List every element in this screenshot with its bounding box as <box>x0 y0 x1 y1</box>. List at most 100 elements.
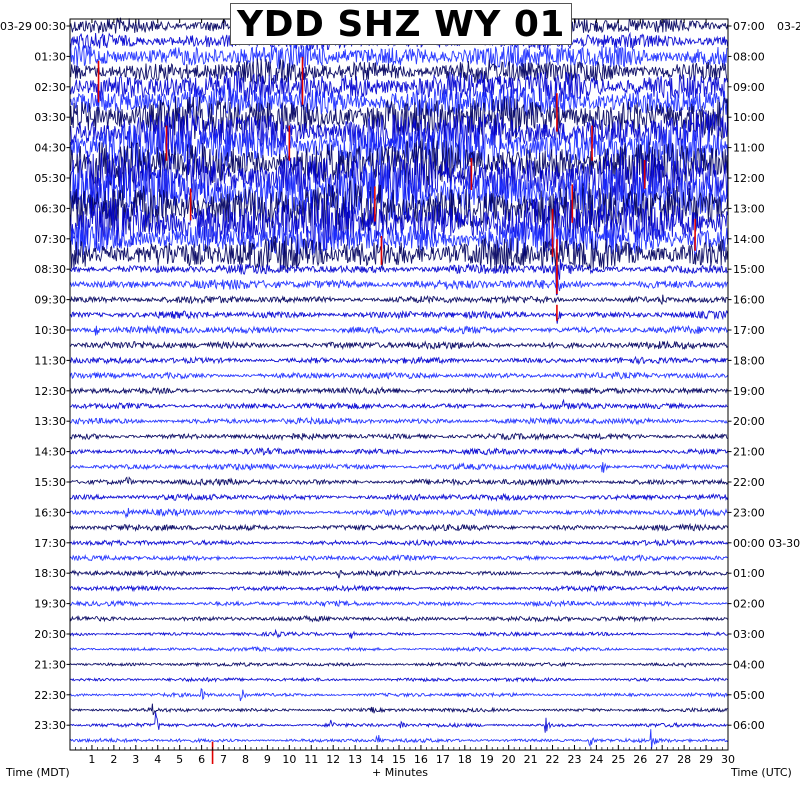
left-hour-label: 05:30 <box>34 172 66 185</box>
left-hour-label: 20:30 <box>34 628 66 641</box>
left-hour-label: 22:30 <box>34 689 66 702</box>
x-tick-label: 13 <box>348 753 362 766</box>
trace-line-33 <box>69 522 729 532</box>
trace-line-23 <box>69 371 728 380</box>
right-hour-label: 23:00 <box>733 506 765 519</box>
left-hour-label: 09:30 <box>34 294 66 307</box>
right-hour-label: 19:00 <box>733 385 765 398</box>
right-hour-label: 12:00 <box>733 172 765 185</box>
trace-line-31 <box>69 492 729 502</box>
left-hour-label: 07:30 <box>34 233 66 246</box>
trace-line-17 <box>69 272 729 292</box>
right-hour-label: 14:00 <box>733 233 765 246</box>
right-hour-label: 00:00 03-30 <box>733 537 800 550</box>
right-hour-label: 18:00 <box>733 354 765 367</box>
axis-labels: 1 2 3 4 5 6 7 8 9 10 11 12 13 14 15 16 17 18 19 20 21 22 23 24 2… <box>34 20 800 766</box>
left-hour-label: 03:30 <box>34 111 66 124</box>
x-tick-label: 19 <box>480 753 494 766</box>
x-tick-label: 14 <box>370 753 384 766</box>
right-hour-label: 05:00 <box>733 689 765 702</box>
trace-line-43 <box>69 676 728 683</box>
x-tick-label: 10 <box>282 753 296 766</box>
left-hour-label: 10:30 <box>34 324 66 337</box>
x-tick-label: 7 <box>220 753 227 766</box>
right-hour-label: 20:00 <box>733 415 765 428</box>
trace-line-27 <box>69 432 728 441</box>
right-hour-label: 11:00 <box>733 142 765 155</box>
right-hour-label: 15:00 <box>733 263 765 276</box>
left-hour-label: 04:30 <box>34 142 66 155</box>
trace-line-2 <box>69 43 728 70</box>
x-tick-label: 2 <box>110 753 117 766</box>
trace-line-9 <box>69 138 729 188</box>
x-tick-label: 4 <box>154 753 161 766</box>
left-hour-label: 11:30 <box>34 354 66 367</box>
x-axis-label: + Minutes <box>372 766 429 779</box>
left-hour-label: 16:30 <box>34 506 66 519</box>
left-hour-label: 06:30 <box>34 202 66 215</box>
x-tick-label: 1 <box>88 753 95 766</box>
left-hour-label: 00:30 <box>34 20 66 33</box>
x-tick-label: 12 <box>326 753 340 766</box>
right-hour-label: 03:00 <box>733 628 765 641</box>
trace-line-46 <box>70 712 728 733</box>
x-tick-label: 11 <box>304 753 318 766</box>
x-tick-label: 22 <box>546 753 560 766</box>
right-axis-label: Time (UTC) <box>731 766 792 779</box>
trace-line-32 <box>69 507 728 519</box>
x-tick-label: 18 <box>458 753 472 766</box>
x-tick-label: 6 <box>198 753 205 766</box>
trace-line-15 <box>69 236 729 272</box>
right-hour-label: 21:00 <box>733 446 765 459</box>
x-tick-label: 17 <box>436 753 450 766</box>
trace-line-19 <box>69 309 729 324</box>
trace-line-37 <box>69 584 728 593</box>
trace-line-25 <box>69 398 728 411</box>
left-hour-label: 17:30 <box>34 537 66 550</box>
trace-line-21 <box>69 340 728 350</box>
trace-line-47 <box>69 729 728 750</box>
right-hour-label: 10:00 <box>733 111 765 124</box>
trace-line-30 <box>69 476 728 487</box>
trace-line-28 <box>69 447 729 456</box>
x-tick-label: 8 <box>242 753 249 766</box>
x-tick-label: 20 <box>502 753 516 766</box>
left-hour-label: 12:30 <box>34 385 66 398</box>
x-tick-label: 16 <box>414 753 428 766</box>
x-tick-label: 25 <box>611 753 625 766</box>
trace-line-38 <box>69 599 728 608</box>
x-tick-label: 30 <box>721 753 735 766</box>
right-hour-label: 02:00 <box>733 598 765 611</box>
seismic-traces <box>69 15 729 764</box>
trace-line-20 <box>69 324 728 336</box>
left-hour-label: 13:30 <box>34 415 66 428</box>
left-hour-label: 02:30 <box>34 81 66 94</box>
trace-line-41 <box>69 645 728 653</box>
right-hour-label: 22:00 <box>733 476 765 489</box>
left-hour-label: 01:30 <box>34 50 66 63</box>
right-hour-label: 17:00 <box>733 324 765 337</box>
trace-line-36 <box>69 569 728 579</box>
x-tick-label: 3 <box>132 753 139 766</box>
right-hour-label: 07:00 <box>733 20 765 33</box>
trace-line-24 <box>69 386 729 396</box>
right-hour-label: 09:00 <box>733 81 765 94</box>
trace-line-16 <box>69 259 728 296</box>
trace-line-44 <box>69 687 728 702</box>
x-tick-label: 23 <box>567 753 581 766</box>
trace-line-29 <box>70 462 729 473</box>
left-hour-label: 21:30 <box>34 658 66 671</box>
trace-line-42 <box>69 661 728 668</box>
left-hour-label: 15:30 <box>34 476 66 489</box>
left-hour-label: 14:30 <box>34 446 66 459</box>
x-tick-label: 21 <box>524 753 538 766</box>
x-tick-label: 9 <box>264 753 271 766</box>
date-left-label: 03-29 <box>0 20 32 33</box>
trace-line-45 <box>69 703 728 716</box>
trace-line-22 <box>69 355 728 366</box>
trace-line-14 <box>69 221 729 265</box>
trace-line-4 <box>69 67 729 106</box>
left-hour-label: 08:30 <box>34 263 66 276</box>
x-tick-label: 5 <box>176 753 183 766</box>
